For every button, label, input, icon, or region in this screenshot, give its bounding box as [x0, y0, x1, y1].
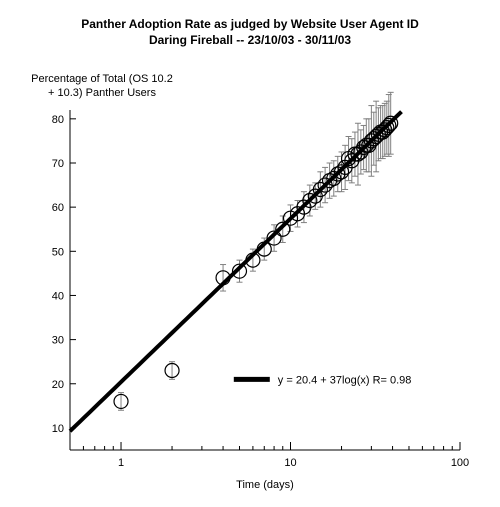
- y-tick: 40: [52, 290, 76, 302]
- x-tick-label: 1: [118, 457, 124, 469]
- y-tick: 20: [52, 379, 76, 391]
- y-tick-label: 70: [52, 158, 64, 170]
- x-axis-title: Time (days): [236, 479, 294, 491]
- y-axis-title-line1: Percentage of Total (OS 10.2: [31, 73, 173, 85]
- y-tick-label: 30: [52, 335, 64, 347]
- chart-svg: Panther Adoption Rate as judged by Websi…: [0, 0, 500, 507]
- y-tick: 80: [52, 114, 76, 126]
- y-tick-label: 60: [52, 202, 64, 214]
- y-tick: 60: [52, 202, 76, 214]
- y-tick: 30: [52, 335, 76, 347]
- x-tick: 10: [284, 442, 296, 469]
- y-tick-label: 20: [52, 379, 64, 391]
- legend-text: y = 20.4 + 37log(x) R= 0.98: [278, 374, 412, 386]
- x-tick-label: 100: [451, 457, 469, 469]
- chart-title-line1: Panther Adoption Rate as judged by Websi…: [81, 17, 419, 31]
- y-tick-label: 40: [52, 290, 64, 302]
- y-tick: 50: [52, 246, 76, 258]
- y-tick: 70: [52, 158, 76, 170]
- x-tick-label: 10: [284, 457, 296, 469]
- y-tick-label: 80: [52, 114, 64, 126]
- y-tick-label: 10: [52, 423, 64, 435]
- y-tick-label: 50: [52, 246, 64, 258]
- chart-title-line2: Daring Fireball -- 23/10/03 - 30/11/03: [149, 33, 351, 47]
- y-axis-title-line2: + 10.3) Panther Users: [48, 87, 156, 99]
- x-tick: 1: [118, 442, 124, 469]
- x-tick: 100: [451, 442, 469, 469]
- chart-container: Panther Adoption Rate as judged by Websi…: [0, 0, 500, 507]
